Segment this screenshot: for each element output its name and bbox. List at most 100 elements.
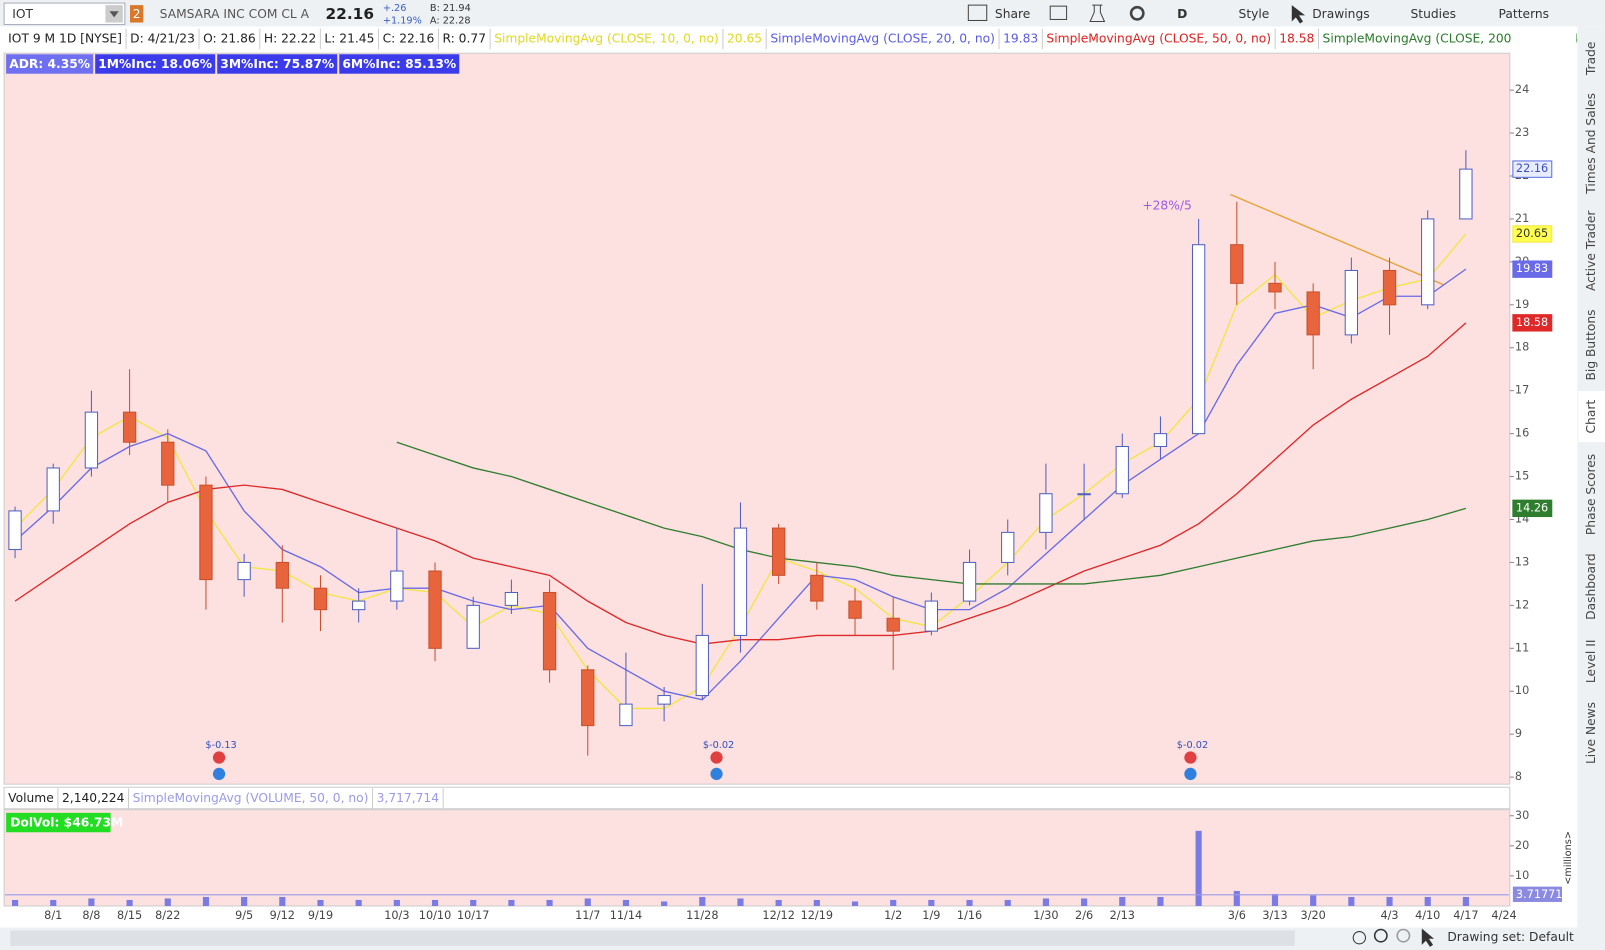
button-studies[interactable]: Studies (1411, 7, 1456, 21)
symbol-input[interactable] (3, 2, 126, 26)
dividend-icon[interactable] (1184, 767, 1197, 781)
volume-bar (1081, 898, 1088, 906)
sidebar-tab[interactable]: Chart (1584, 400, 1598, 434)
earnings-label: $-0.02 (703, 740, 734, 751)
candle-body (542, 591, 557, 671)
volume-bar (1233, 890, 1240, 906)
volume-bar (813, 899, 820, 906)
volume-bar (851, 901, 859, 906)
pointer-icon[interactable] (1421, 928, 1435, 947)
volume-bar (1157, 896, 1164, 906)
trend-line[interactable] (1230, 193, 1444, 286)
price-label-box (1512, 314, 1553, 332)
volume-bar (279, 896, 286, 906)
header-item: SimpleMovingAvg (CLOSE, 200, 0, no) (1323, 31, 1555, 45)
x-tick-label: 11/28 (686, 909, 718, 922)
header-item: L: 21.45 (324, 31, 374, 45)
candle-body (924, 600, 939, 632)
header-item: 2,140,224 (62, 791, 125, 805)
button-style[interactable]: Style (1239, 7, 1270, 21)
candle-body (1344, 269, 1359, 336)
price-label: 18.58 (1516, 316, 1548, 329)
earnings: $-0.13 $-0.02 $-0.02 (205, 740, 1208, 781)
zoom-in-icon[interactable] (1373, 928, 1388, 943)
x-tick-label: 9/12 (270, 909, 295, 922)
volume-bar (202, 896, 210, 906)
sidebar-tab[interactable]: Trade (1584, 42, 1598, 77)
x-tick-label: 11/14 (610, 909, 642, 922)
sidebar-tab[interactable]: Dashboard (1584, 553, 1598, 620)
crosshair-icon[interactable] (1352, 931, 1366, 945)
volume-bar (11, 899, 19, 906)
badge (339, 54, 460, 74)
toolbar (0, 0, 1605, 27)
candle-body (1459, 168, 1473, 220)
price-label: 19.83 (1516, 262, 1548, 275)
sidebar-tab[interactable]: Big Buttons (1584, 309, 1598, 380)
dividend-icon[interactable] (212, 767, 226, 781)
volume-bar (126, 899, 133, 906)
zoom-out-icon[interactable] (1396, 928, 1411, 943)
volume-bar (622, 899, 630, 906)
earnings-icon[interactable] (212, 751, 226, 764)
x-tick-label: 1/30 (1033, 909, 1058, 922)
volume-bar (699, 896, 706, 906)
button-aggregation[interactable]: D (1177, 7, 1187, 21)
dividend-icon[interactable] (710, 767, 723, 781)
badge (6, 54, 94, 74)
badge-text: ADR: 4.35% (9, 57, 90, 71)
scrollbar[interactable] (10, 930, 1295, 946)
volume-header (3, 786, 1511, 810)
share-icon (967, 4, 988, 21)
y-tick-label: 12 (1515, 598, 1529, 611)
price-label: 14.26 (1516, 501, 1548, 514)
sidebar-tab[interactable]: Live News (1584, 702, 1598, 764)
earnings-label: $-0.02 (1177, 740, 1208, 751)
candle-body (581, 669, 595, 727)
badge (95, 54, 216, 74)
header-item: 20.65 (727, 31, 762, 45)
candle-body (161, 441, 175, 486)
x-tick-label: 4/10 (1415, 909, 1440, 922)
candle-body (122, 411, 137, 443)
earnings-icon[interactable] (1184, 751, 1197, 764)
x-tick-label: 12/19 (801, 909, 833, 922)
header-item: 3,717,714 (377, 791, 440, 805)
volume-bar (470, 899, 477, 906)
sidebar-tabs: Trade Times And Sales Active Trader Big But… (1578, 42, 1605, 764)
button-patterns[interactable]: Patterns (1499, 7, 1550, 21)
price-label-box (1512, 225, 1553, 243)
link-box[interactable] (129, 5, 144, 23)
button-share[interactable]: Share (995, 7, 1030, 21)
y-tick-label: 10 (1515, 869, 1529, 882)
button-drawings[interactable]: Drawings (1312, 7, 1369, 21)
x-tick-label: 8/15 (117, 909, 142, 922)
candle-body (1306, 291, 1320, 336)
settings-icon[interactable] (1129, 5, 1145, 21)
volume-bar (1004, 899, 1011, 906)
header-item: SimpleMovingAvg (CLOSE, 10, 0, no) (494, 31, 719, 45)
header-item: O: 21.86 (203, 31, 256, 45)
x-tick-label: 4/24 (1491, 909, 1516, 922)
volume-bar (1386, 896, 1393, 906)
sidebar-tab[interactable]: Times And Sales (1584, 93, 1598, 195)
y-tick-label: 16 (1515, 427, 1529, 440)
header-row (0, 26, 1511, 52)
sidebar-tab[interactable]: Phase Scores (1584, 454, 1598, 535)
drawing-set[interactable]: Drawing set: Default (1447, 930, 1574, 944)
x-tick-label: 9/5 (235, 909, 253, 922)
header-item: Volume (8, 791, 54, 805)
header-item: H: 22.22 (264, 31, 316, 45)
earnings-icon[interactable] (710, 751, 723, 764)
volume-bar (775, 899, 782, 906)
volume-bar (661, 901, 668, 906)
header-item: SimpleMovingAvg (CLOSE, 50, 0, no) (1046, 31, 1271, 45)
flask-icon[interactable] (1089, 4, 1106, 23)
calendar-icon[interactable] (1049, 5, 1068, 20)
trend-annotation: +28%/5 (1142, 198, 1191, 212)
candle-body (1115, 445, 1129, 495)
sidebar-tab[interactable]: Level II (1584, 640, 1598, 684)
volume-bar (1310, 895, 1317, 906)
sidebar-tab[interactable]: Active Trader (1584, 210, 1598, 291)
volume-sma-label: 3.71771 (1516, 888, 1563, 901)
